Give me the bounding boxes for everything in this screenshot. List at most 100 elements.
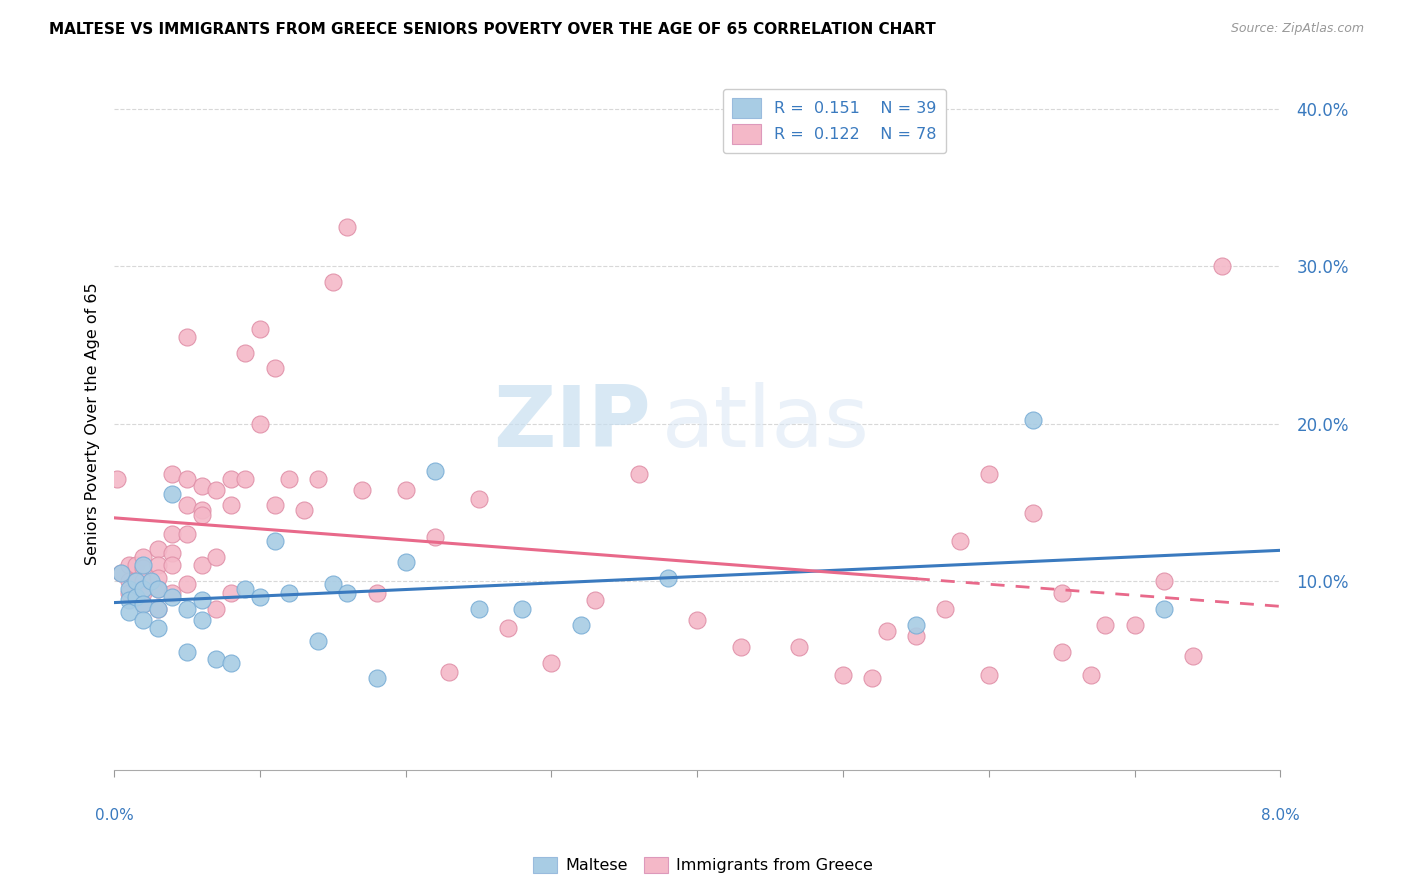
- Point: [860, 671, 883, 685]
- Point: [110, 566, 132, 580]
- Point: [132, 574, 155, 588]
- Point: [249, 590, 271, 604]
- Point: [132, 550, 155, 565]
- Point: [730, 640, 752, 654]
- Point: [263, 361, 285, 376]
- Point: [118, 558, 141, 573]
- Point: [146, 558, 169, 573]
- Point: [1123, 618, 1146, 632]
- Point: [219, 656, 242, 670]
- Point: [132, 586, 155, 600]
- Point: [467, 491, 489, 506]
- Point: [496, 621, 519, 635]
- Point: [949, 534, 972, 549]
- Point: [1050, 586, 1073, 600]
- Point: [105, 472, 128, 486]
- Point: [512, 602, 534, 616]
- Point: [219, 586, 242, 600]
- Text: 8.0%: 8.0%: [1261, 808, 1299, 823]
- Text: MALTESE VS IMMIGRANTS FROM GREECE SENIORS POVERTY OVER THE AGE OF 65 CORRELATION: MALTESE VS IMMIGRANTS FROM GREECE SENIOR…: [49, 22, 936, 37]
- Point: [162, 545, 184, 559]
- Point: [146, 542, 169, 557]
- Point: [1021, 413, 1043, 427]
- Point: [132, 598, 155, 612]
- Point: [686, 613, 709, 627]
- Point: [292, 503, 315, 517]
- Point: [146, 582, 169, 596]
- Point: [278, 586, 301, 600]
- Point: [235, 345, 257, 359]
- Point: [205, 483, 228, 497]
- Point: [125, 590, 148, 604]
- Point: [146, 621, 169, 635]
- Point: [235, 582, 257, 596]
- Point: [118, 582, 141, 596]
- Point: [190, 479, 212, 493]
- Point: [132, 613, 155, 627]
- Text: ZIP: ZIP: [494, 382, 651, 465]
- Point: [540, 656, 562, 670]
- Point: [876, 624, 898, 639]
- Point: [146, 602, 169, 616]
- Point: [190, 592, 212, 607]
- Point: [1153, 574, 1175, 588]
- Point: [1080, 668, 1102, 682]
- Text: 0.0%: 0.0%: [94, 808, 134, 823]
- Point: [1153, 602, 1175, 616]
- Point: [467, 602, 489, 616]
- Point: [118, 586, 141, 600]
- Point: [162, 586, 184, 600]
- Point: [162, 467, 184, 481]
- Point: [176, 498, 198, 512]
- Point: [190, 558, 212, 573]
- Legend: Maltese, Immigrants from Greece: Maltese, Immigrants from Greece: [527, 850, 879, 880]
- Point: [977, 467, 1000, 481]
- Point: [162, 487, 184, 501]
- Point: [904, 629, 927, 643]
- Point: [263, 534, 285, 549]
- Point: [439, 665, 461, 679]
- Point: [423, 464, 446, 478]
- Point: [934, 602, 956, 616]
- Point: [146, 571, 169, 585]
- Point: [125, 558, 148, 573]
- Point: [336, 219, 359, 234]
- Point: [190, 508, 212, 522]
- Point: [657, 571, 679, 585]
- Point: [977, 668, 1000, 682]
- Point: [176, 330, 198, 344]
- Point: [176, 577, 198, 591]
- Point: [118, 574, 141, 588]
- Point: [583, 592, 606, 607]
- Point: [395, 555, 418, 569]
- Text: atlas: atlas: [662, 382, 870, 465]
- Point: [322, 577, 344, 591]
- Point: [366, 586, 388, 600]
- Text: Source: ZipAtlas.com: Source: ZipAtlas.com: [1230, 22, 1364, 36]
- Point: [263, 498, 285, 512]
- Point: [249, 417, 271, 431]
- Point: [162, 590, 184, 604]
- Point: [176, 645, 198, 659]
- Point: [307, 633, 329, 648]
- Point: [176, 526, 198, 541]
- Point: [205, 550, 228, 565]
- Point: [1021, 506, 1043, 520]
- Point: [132, 598, 155, 612]
- Point: [904, 618, 927, 632]
- Point: [395, 483, 418, 497]
- Point: [162, 558, 184, 573]
- Point: [423, 530, 446, 544]
- Point: [219, 472, 242, 486]
- Point: [132, 582, 155, 596]
- Point: [235, 472, 257, 486]
- Point: [176, 472, 198, 486]
- Point: [139, 574, 162, 588]
- Point: [118, 605, 141, 619]
- Point: [132, 561, 155, 575]
- Point: [162, 526, 184, 541]
- Point: [125, 574, 148, 588]
- Point: [278, 472, 301, 486]
- Point: [249, 322, 271, 336]
- Y-axis label: Seniors Poverty Over the Age of 65: Seniors Poverty Over the Age of 65: [86, 282, 100, 565]
